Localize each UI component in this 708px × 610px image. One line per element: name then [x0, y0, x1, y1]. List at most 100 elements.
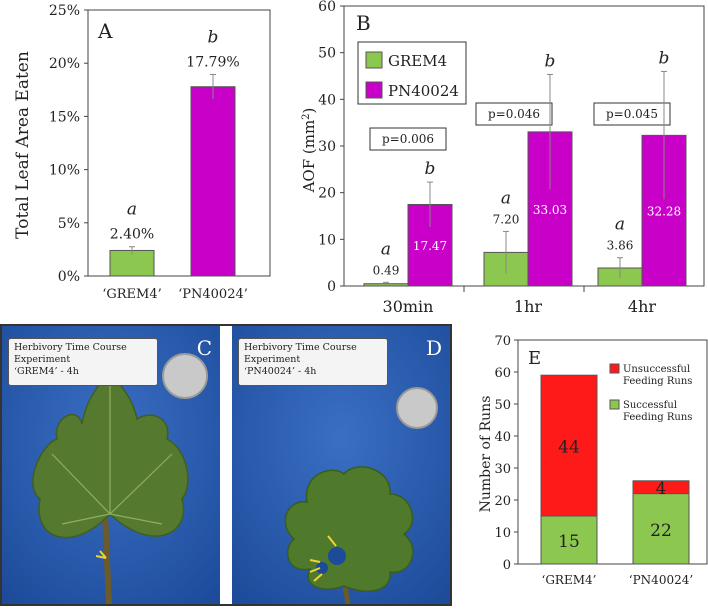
ytick-label-e: 20: [494, 494, 511, 509]
panel-e: E Number of Runs 0 10 20 30 40 50 60 70 15 44 ‘GRE…: [458, 326, 708, 606]
ylabel-b: AOF (mm2): [300, 108, 318, 194]
value-label-b: 17.47: [413, 239, 447, 253]
value-label-b: 32.28: [647, 205, 681, 219]
caption-d-line3: ‘PN40024’ - 4h: [244, 366, 317, 377]
ytick-label-e: 10: [494, 526, 511, 541]
arrow-icon: [309, 535, 337, 582]
sig-letter-b: b: [659, 48, 670, 68]
pvalue-label: p=0.046: [488, 107, 540, 121]
xtick-label-e: ‘PN40024’: [629, 573, 693, 587]
ytick-label-b: 20: [318, 186, 336, 202]
xtick-label-b: 30min: [383, 297, 434, 316]
value-label-b: 3.86: [607, 239, 634, 253]
caption-c-line2: Experiment: [14, 354, 71, 365]
sig-letter-b: a: [381, 239, 391, 259]
xtick-label-e: ‘GREM4’: [542, 573, 597, 587]
caption-c-line1: Herbivory Time Course: [14, 342, 127, 353]
value-label-e: 4: [656, 479, 667, 499]
legend-swatch-b: [365, 51, 383, 69]
xtick-label-b: 1hr: [514, 297, 542, 316]
sig-letter-a: b: [208, 27, 219, 47]
legend-swatch-e: [609, 363, 620, 374]
ytick-label-a: 20%: [49, 56, 80, 72]
ytick-label-b: 10: [318, 232, 336, 248]
legend-label-b: GREM4: [388, 52, 447, 70]
value-label-e: 44: [558, 438, 580, 458]
ylabel-e: Number of Runs: [478, 396, 494, 513]
value-label-b: 0.49: [373, 263, 400, 277]
ytick-label-e: 50: [494, 398, 511, 413]
value-label-b: 7.20: [493, 212, 520, 226]
ytick-label-e: 40: [494, 430, 511, 445]
ytick-label-a: 0%: [58, 269, 80, 285]
photo-c: Herbivory Time Course Experiment ‘GREM4’…: [2, 324, 220, 606]
caption-c: Herbivory Time Course Experiment ‘GREM4’…: [8, 338, 158, 386]
legend-label-e: Feeding Runs: [623, 376, 692, 387]
panel-letter-c: C: [196, 336, 212, 360]
coin-icon: [396, 387, 438, 429]
xtick-label-a: ‘PN40024’: [178, 287, 248, 302]
ytick-label-e: 70: [494, 334, 511, 349]
ytick-label-a: 25%: [49, 3, 80, 19]
ytick-label-e: 60: [494, 366, 511, 381]
legend-label-e: Successful: [623, 400, 677, 411]
value-label-e: 22: [650, 521, 672, 541]
ytick-label-e: 30: [494, 462, 511, 477]
plot-frame-a: [87, 9, 271, 277]
legend-label-e: Unsuccessful: [623, 364, 690, 375]
legend-label-e: Feeding Runs: [623, 412, 692, 423]
sig-letter-b: a: [501, 188, 511, 208]
pvalue-box: [369, 127, 447, 151]
chart-e: E Number of Runs 0 10 20 30 40 50 60 70 15 44 ‘GRE…: [478, 334, 708, 587]
ytick-label-a: 15%: [49, 109, 80, 125]
coin-icon: [162, 353, 208, 399]
ylabel-a: Total Leaf Area Eaten: [13, 51, 33, 239]
pvalue-box: [593, 102, 671, 126]
value-label-a: 2.40%: [110, 227, 154, 243]
ytick-label-e: 0: [503, 558, 511, 573]
xtick-label-b: 4hr: [628, 297, 656, 316]
value-label-e: 15: [558, 532, 580, 552]
panel-letter-b: B: [356, 11, 371, 35]
value-label-b: 33.03: [533, 203, 567, 217]
ytick-label-a: 10%: [49, 163, 80, 179]
sig-letter-a: a: [127, 200, 137, 220]
ytick-label-b: 60: [318, 0, 336, 15]
plot-frame-e: [517, 339, 708, 565]
arrow-icon: [95, 550, 107, 559]
pvalue-box: [475, 102, 553, 126]
chart-a: A Total Leaf Area Eaten 0% 5% 10% 15% 20% 25%…: [13, 3, 271, 302]
value-label-a: 17.79%: [186, 54, 239, 70]
ytick-label-b: 50: [318, 46, 336, 62]
xtick-label-a: ‘GREM4’: [102, 287, 162, 302]
panel-letter-e: E: [528, 348, 541, 369]
caption-d: Herbivory Time Course Experiment ‘PN4002…: [238, 338, 388, 386]
pvalue-label: p=0.045: [606, 107, 658, 121]
bar-a: [190, 86, 236, 277]
pvalue-label: p=0.006: [382, 132, 434, 146]
sig-letter-b: b: [545, 51, 556, 71]
bar-e: [632, 480, 690, 495]
panel-a: A Total Leaf Area Eaten 0% 5% 10% 15% 20% 25%…: [0, 0, 280, 310]
panel-letter-a: A: [97, 19, 113, 43]
panel-b: B AOF (mm2) 0 10 20 30 40 50 60 30min p=0.006 1hr…: [290, 0, 708, 320]
legend-swatch-b: [365, 81, 383, 99]
caption-c-line3: ‘GREM4’ - 4h: [14, 366, 79, 377]
sig-letter-b: a: [615, 215, 625, 235]
ytick-label-a: 5%: [58, 216, 80, 232]
caption-d-line2: Experiment: [244, 354, 301, 365]
bar-e: [540, 515, 598, 565]
ytick-label-b: 40: [318, 92, 336, 108]
chart-b: B AOF (mm2) 0 10 20 30 40 50 60 30min p=0.006 1hr…: [300, 0, 705, 316]
ytick-label-b: 30: [318, 139, 336, 155]
photo-d: Herbivory Time Course Experiment ‘PN4002…: [232, 324, 450, 606]
ytick-label-b: 0: [327, 279, 336, 295]
bar-a: [109, 249, 155, 277]
bar-e: [540, 374, 598, 517]
bar-b-pn40024: [527, 131, 573, 287]
panel-letter-d: D: [425, 336, 442, 360]
sig-letter-b: b: [425, 159, 436, 179]
caption-d-line1: Herbivory Time Course: [244, 342, 357, 353]
legend-swatch-e: [609, 399, 620, 410]
legend-label-b: PN40024: [388, 82, 459, 100]
